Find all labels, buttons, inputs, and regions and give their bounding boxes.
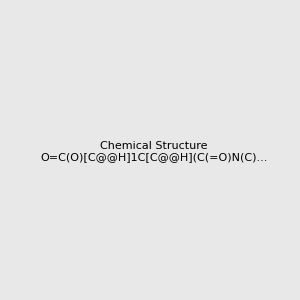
Text: Chemical Structure
O=C(O)[C@@H]1C[C@@H](C(=O)N(C)...: Chemical Structure O=C(O)[C@@H]1C[C@@H](…: [40, 141, 267, 162]
